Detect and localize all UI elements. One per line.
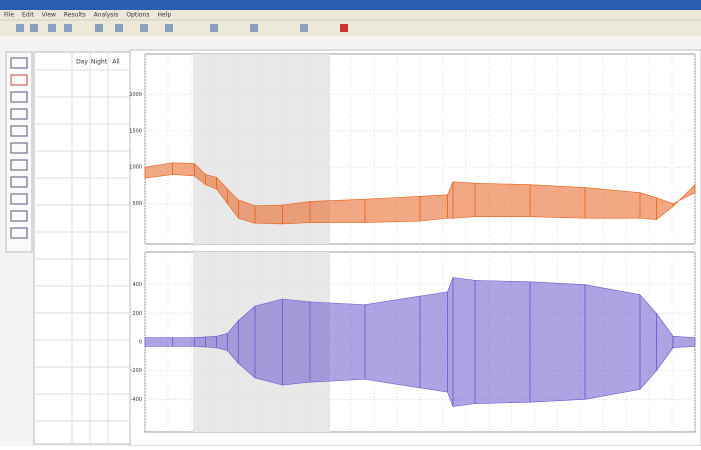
tool-icon[interactable] xyxy=(340,24,348,32)
tool-icon[interactable] xyxy=(115,24,123,32)
y-tick-label: -200 xyxy=(131,368,142,374)
data-band xyxy=(216,333,228,351)
data-band xyxy=(584,284,641,400)
y-tick-label: 0 xyxy=(139,340,142,346)
data-band xyxy=(364,196,421,223)
tool-icon[interactable] xyxy=(300,24,308,32)
tool-icon[interactable] xyxy=(16,24,24,32)
data-band xyxy=(419,291,448,393)
title-bar xyxy=(0,0,701,10)
data-band xyxy=(364,295,421,389)
toolbar-icons xyxy=(16,24,348,32)
tool-icon[interactable] xyxy=(30,24,38,32)
data-band xyxy=(144,337,173,347)
column-header: Day xyxy=(76,59,88,66)
y-tick-label: 2000 xyxy=(129,92,142,98)
palette-tool[interactable] xyxy=(10,142,28,154)
data-band xyxy=(309,301,366,383)
data-band xyxy=(172,337,195,347)
tool-icon[interactable] xyxy=(165,24,173,32)
results-table xyxy=(33,51,131,445)
palette-tool[interactable] xyxy=(10,176,28,188)
palette-tool[interactable] xyxy=(10,74,28,86)
palette-tool[interactable] xyxy=(10,210,28,222)
menu-item[interactable]: View xyxy=(42,12,56,19)
y-tick-label: 1500 xyxy=(129,128,142,134)
palette-tool[interactable] xyxy=(10,125,28,137)
menu-item[interactable]: Help xyxy=(157,12,171,19)
data-band xyxy=(474,280,531,404)
data-band xyxy=(452,277,476,407)
data-band xyxy=(254,298,283,386)
y-tick-label: 400 xyxy=(132,282,142,288)
palette-tool[interactable] xyxy=(10,159,28,171)
tool-icon[interactable] xyxy=(250,24,258,32)
data-band xyxy=(282,298,311,386)
tool-palette xyxy=(5,51,33,253)
data-band xyxy=(282,201,311,225)
data-band xyxy=(419,194,448,222)
menu-item[interactable]: Analysis xyxy=(94,12,119,19)
data-band xyxy=(639,192,657,220)
data-band xyxy=(474,182,531,218)
data-band xyxy=(452,181,476,219)
palette-tool[interactable] xyxy=(10,57,28,69)
data-band xyxy=(584,187,641,219)
data-band xyxy=(205,335,217,349)
palette-tool[interactable] xyxy=(10,108,28,120)
y-tick-label: 1000 xyxy=(129,165,142,171)
menu-item[interactable]: File xyxy=(4,12,14,19)
data-band xyxy=(309,198,366,223)
tool-icon[interactable] xyxy=(95,24,103,32)
data-band xyxy=(672,183,696,208)
tool-icon[interactable] xyxy=(48,24,56,32)
data-band xyxy=(447,277,454,407)
data-band xyxy=(529,184,586,219)
y-tick-label: -400 xyxy=(131,397,142,403)
data-band xyxy=(172,162,195,177)
column-header: All xyxy=(112,59,120,66)
palette-tool[interactable] xyxy=(10,227,28,239)
column-header: Night xyxy=(91,59,108,66)
y-tick-label: 500 xyxy=(132,201,142,207)
tool-icon[interactable] xyxy=(64,24,72,32)
tool-icon[interactable] xyxy=(210,24,218,32)
menu-item[interactable]: Results xyxy=(64,12,86,19)
palette-tool[interactable] xyxy=(10,91,28,103)
data-band xyxy=(254,204,283,225)
menu-item[interactable]: Options xyxy=(126,12,149,19)
data-band xyxy=(529,281,586,403)
data-band xyxy=(194,336,206,348)
data-band xyxy=(672,335,696,349)
y-tick-label: 200 xyxy=(132,311,142,317)
menu-item[interactable]: Edit xyxy=(22,12,34,19)
palette-tool[interactable] xyxy=(10,193,28,205)
tool-icon[interactable] xyxy=(140,24,148,32)
